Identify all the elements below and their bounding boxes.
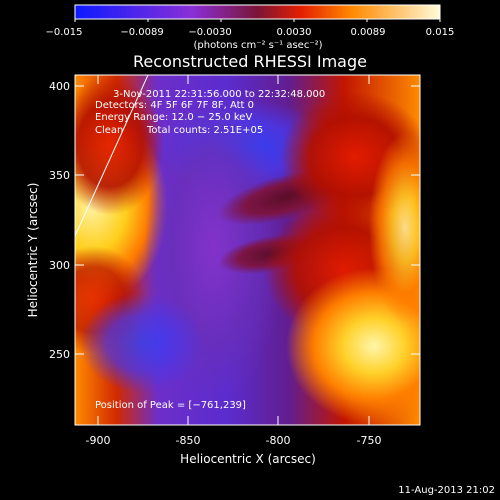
colorbar-units-label: (photons cm⁻² s⁻¹ asec⁻²) <box>193 40 322 51</box>
detectors-text: Detectors: 4F 5F 6F 7F 8F, Att 0 <box>95 100 254 111</box>
time-range-text: 3-Nov-2011 22:31:56.000 to 22:32:48.000 <box>113 89 325 100</box>
x-axis-label: Heliocentric X (arcsec) <box>180 452 316 466</box>
solar-limb-line <box>75 75 149 237</box>
clean-text: Clean <box>95 125 123 136</box>
x-tick-label-900: -900 <box>86 434 111 447</box>
colorbar-tick-label-2: −0.0089 <box>120 27 163 38</box>
energy-range-text: Energy Range: 12.0 − 25.0 keV <box>95 112 252 123</box>
colorbar-tick-label-5: 0.0089 <box>351 27 386 38</box>
x-axis-ticks <box>97 75 370 425</box>
total-counts-text: Total counts: 2.51E+05 <box>146 125 263 136</box>
peak-position-text: Position of Peak = [−761,239] <box>95 400 246 411</box>
colorbar-tick-label-4: 0.0030 <box>277 27 312 38</box>
colorbar-ticks <box>74 19 441 22</box>
x-tick-label-850: -850 <box>176 434 201 447</box>
info-block: 3-Nov-2011 22:31:56.000 to 22:32:48.000 … <box>95 89 325 411</box>
colorbar-tick-label-1: −0.015 <box>45 27 82 38</box>
x-tick-label-800: -800 <box>266 434 291 447</box>
image-panel <box>75 75 420 425</box>
y-tick-label-250: 250 <box>49 348 70 361</box>
y-axis-label: Heliocentric Y (arcsec) <box>26 183 40 318</box>
y-axis-labels: 250 300 350 400 <box>49 80 70 361</box>
colorbar-tick-label-3: −0.0030 <box>188 27 231 38</box>
blue-region-lower <box>80 293 204 393</box>
y-tick-label-400: 400 <box>49 80 70 93</box>
hot-region-right <box>286 268 420 424</box>
colorbar-gradient <box>74 4 441 20</box>
y-tick-label-300: 300 <box>49 259 70 272</box>
colorbar-tick-labels: −0.015 −0.0089 −0.0030 0.0030 0.0089 0.0… <box>45 27 454 38</box>
plot-title: Reconstructed RHESSI Image <box>133 52 367 71</box>
plot-frame <box>74 74 421 426</box>
warm-region-left <box>75 75 164 215</box>
generated-timestamp: 11-Aug-2013 21:02 <box>398 485 495 496</box>
hot-region-right-edge <box>369 133 420 323</box>
x-axis-labels: -900 -850 -800 -750 <box>86 434 382 447</box>
y-axis-ticks <box>75 85 420 355</box>
x-tick-label-750: -750 <box>357 434 382 447</box>
colorbar-tick-label-6: 0.015 <box>426 27 455 38</box>
y-tick-label-350: 350 <box>49 169 70 182</box>
